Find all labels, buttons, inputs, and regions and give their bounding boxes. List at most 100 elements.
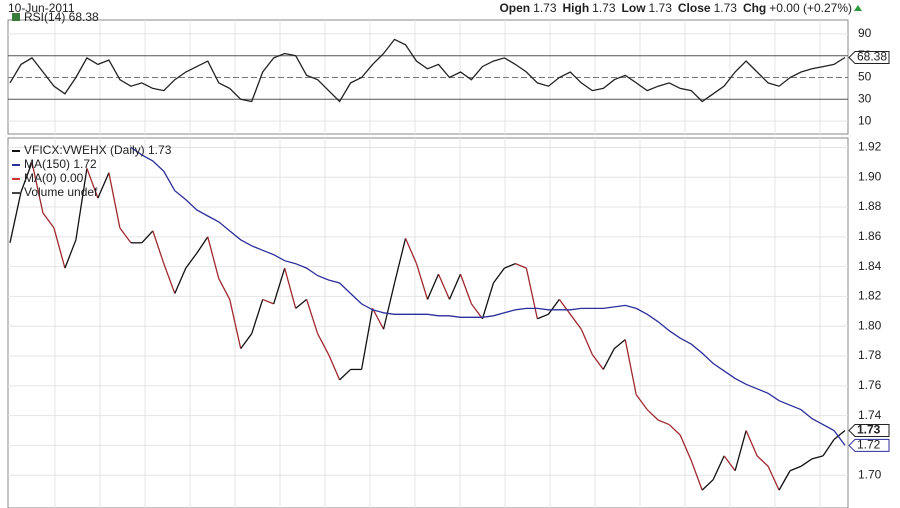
price-segment bbox=[404, 238, 418, 264]
price-segment bbox=[262, 298, 274, 305]
price-segment bbox=[602, 348, 615, 370]
end-tag-box bbox=[848, 50, 890, 64]
price-segment bbox=[53, 227, 66, 269]
price-segment bbox=[360, 308, 374, 370]
price-segment bbox=[371, 308, 385, 330]
y-tick-label: 30 bbox=[858, 91, 872, 105]
quote-label: Low bbox=[621, 1, 646, 15]
price-segment bbox=[504, 263, 516, 269]
price-segment bbox=[624, 339, 637, 395]
series-line bbox=[9, 38, 846, 103]
y-tick-label: 10 bbox=[858, 113, 872, 127]
price-segment bbox=[646, 409, 659, 421]
price-segment bbox=[515, 263, 527, 269]
price-segment bbox=[470, 303, 483, 320]
end-tag-label: 1.73 bbox=[857, 423, 881, 437]
price-segment bbox=[537, 313, 549, 320]
y-tick-label: 1.74 bbox=[858, 408, 882, 422]
legend-icon bbox=[12, 13, 20, 21]
price-segment bbox=[426, 273, 440, 300]
price-segment bbox=[152, 230, 165, 264]
price-segment bbox=[415, 263, 429, 300]
quote-label: Close bbox=[677, 1, 711, 15]
quotes: Open 1.73 High 1.73 Low 1.73 Close 1.73 Chg +0.00… bbox=[499, 1, 852, 15]
y-tick-label: 50 bbox=[858, 70, 872, 84]
quote-label: Open bbox=[499, 1, 531, 15]
price-segment bbox=[196, 236, 209, 254]
price-segment bbox=[690, 460, 703, 491]
quote: Low 1.73 bbox=[622, 1, 672, 15]
legend-label: MA(0) 0.00 bbox=[24, 171, 84, 185]
quote-value: 1.73 bbox=[533, 1, 557, 15]
price-segment bbox=[778, 470, 791, 491]
price-segment bbox=[756, 455, 769, 467]
end-tag-box bbox=[848, 438, 890, 452]
price-segment bbox=[679, 434, 692, 461]
price-segment bbox=[42, 212, 55, 229]
end-tag: 68.38 bbox=[848, 50, 890, 64]
quote-value: 1.73 bbox=[592, 1, 616, 15]
price-segment bbox=[745, 430, 758, 457]
price-segment bbox=[800, 458, 813, 467]
quote: Open 1.73 bbox=[499, 1, 556, 15]
price-segment bbox=[207, 236, 220, 279]
price-segment bbox=[613, 339, 626, 350]
price-segment bbox=[822, 439, 835, 457]
price-segment bbox=[789, 465, 802, 472]
price-segment bbox=[218, 278, 231, 300]
price-segment bbox=[251, 299, 264, 334]
end-tag: 1.72 bbox=[848, 438, 890, 452]
y-tick-label: 1.84 bbox=[858, 259, 882, 273]
legend-label: Volume undef bbox=[24, 185, 98, 199]
price-segment bbox=[525, 267, 539, 319]
price-segment bbox=[64, 239, 77, 269]
price-segment bbox=[459, 273, 473, 305]
panel-title: RSI(14) 68.38 bbox=[24, 10, 99, 24]
up-arrow bbox=[854, 5, 862, 11]
date: 10-Jun-2011 bbox=[8, 1, 75, 15]
price-segment bbox=[86, 168, 99, 199]
price-segment bbox=[9, 192, 22, 243]
price-segment bbox=[712, 455, 725, 480]
price-segment bbox=[767, 466, 780, 491]
price-segment bbox=[734, 430, 747, 471]
price-segment bbox=[108, 172, 121, 229]
price-segment bbox=[163, 263, 176, 294]
price-segment bbox=[97, 172, 110, 199]
series-line bbox=[130, 146, 846, 446]
quote-value: 1.73 bbox=[713, 1, 737, 15]
price-segment bbox=[668, 424, 681, 436]
quote: High 1.73 bbox=[563, 1, 616, 15]
price-segment bbox=[701, 479, 714, 491]
price-segment bbox=[339, 368, 352, 381]
y-tick-label: 1.90 bbox=[858, 169, 882, 183]
header: 10-Jun-2011 Open 1.73 High 1.73 Low 1.73 Close… bbox=[0, 0, 900, 16]
y-tick-label: 1.92 bbox=[858, 140, 882, 154]
quote: Chg +0.00 (+0.27%) bbox=[743, 1, 852, 15]
price-segment bbox=[284, 267, 297, 309]
price-segment bbox=[657, 419, 670, 426]
legend-label: MA(150) 1.72 bbox=[24, 157, 97, 171]
price-segment bbox=[437, 273, 451, 300]
quote-value: 1.73 bbox=[648, 1, 672, 15]
price-segment bbox=[580, 328, 593, 355]
end-tag-box bbox=[848, 424, 890, 438]
price-segment bbox=[569, 313, 582, 330]
y-tick-label: 1.70 bbox=[858, 467, 882, 481]
price-segment bbox=[229, 299, 242, 349]
y-tick-label: 1.76 bbox=[858, 378, 882, 392]
price-segment bbox=[174, 267, 187, 294]
price-segment bbox=[31, 162, 44, 214]
y-tick-label: 1.82 bbox=[858, 289, 882, 303]
price-segment bbox=[240, 333, 253, 349]
price-segment bbox=[492, 267, 505, 284]
price-segment bbox=[75, 168, 88, 240]
quote-label: High bbox=[562, 1, 590, 15]
price-segment bbox=[20, 162, 33, 193]
price-segment bbox=[328, 354, 341, 381]
panel-frame bbox=[7, 137, 849, 508]
price-segment bbox=[635, 394, 648, 411]
y-tick-label: 1.78 bbox=[858, 348, 882, 362]
